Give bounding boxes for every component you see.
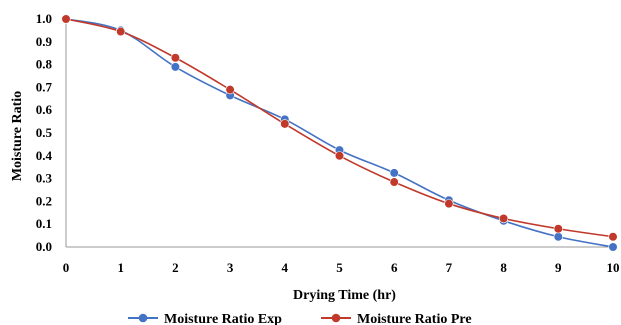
data-point-0 bbox=[608, 242, 618, 252]
x-axis-title: Drying Time (hr) bbox=[293, 288, 396, 303]
legend-item-pre: Moisture Ratio Pre bbox=[321, 312, 472, 325]
data-point-1 bbox=[170, 53, 180, 63]
x-tick-label: 1 bbox=[117, 260, 124, 275]
data-point-0 bbox=[553, 232, 563, 242]
x-tick-label: 0 bbox=[63, 260, 70, 275]
y-tick-label: 0.7 bbox=[36, 79, 53, 94]
x-tick-label: 10 bbox=[607, 260, 620, 275]
y-tick-label: 0.1 bbox=[36, 216, 52, 231]
x-tick-label: 8 bbox=[500, 260, 507, 275]
y-tick-label: 0.2 bbox=[36, 193, 52, 208]
data-point-0 bbox=[170, 62, 180, 72]
legend: Moisture Ratio Exp Moisture Ratio Pre bbox=[128, 312, 472, 325]
x-tick-label: 7 bbox=[446, 260, 453, 275]
data-point-1 bbox=[116, 26, 126, 37]
series-line-0 bbox=[65, 18, 614, 248]
data-point-1 bbox=[499, 213, 509, 224]
y-tick-label: 0.0 bbox=[36, 239, 52, 254]
y-axis-title: Moisture Ratio bbox=[10, 91, 25, 181]
x-tick-label: 4 bbox=[282, 260, 289, 275]
data-point-1 bbox=[225, 85, 235, 95]
data-point-1 bbox=[280, 119, 290, 129]
y-tick-label: 0.6 bbox=[36, 102, 53, 117]
x-tick-label: 9 bbox=[555, 260, 562, 275]
data-point-1 bbox=[61, 14, 71, 24]
axes bbox=[65, 15, 613, 248]
legend-label-exp: Moisture Ratio Exp bbox=[164, 312, 282, 325]
series-line-1 bbox=[65, 18, 614, 238]
y-tick-labels: 0.0 0.1 0.2 0.3 0.4 0.5 0.6 0.7 0.8 0.9 1.0 bbox=[36, 11, 53, 254]
legend-label-pre: Moisture Ratio Pre bbox=[357, 312, 472, 325]
data-point-1 bbox=[389, 177, 399, 187]
y-tick-label: 0.5 bbox=[36, 125, 53, 140]
y-tick-label: 0.4 bbox=[36, 148, 53, 163]
data-point-0 bbox=[389, 168, 399, 178]
x-tick-label: 5 bbox=[336, 260, 343, 275]
data-point-1 bbox=[444, 199, 454, 209]
data-point-1 bbox=[608, 232, 618, 242]
x-tick-label: 2 bbox=[172, 260, 179, 275]
y-tick-label: 1.0 bbox=[36, 11, 52, 26]
y-tick-label: 0.9 bbox=[36, 34, 53, 49]
y-tick-label: 0.8 bbox=[36, 57, 53, 72]
legend-marker-exp bbox=[138, 313, 148, 323]
x-tick-label: 6 bbox=[391, 260, 398, 275]
legend-marker-pre bbox=[331, 313, 341, 323]
data-point-1 bbox=[553, 224, 563, 234]
y-tick-label: 0.3 bbox=[36, 171, 53, 186]
data-point-1 bbox=[334, 151, 345, 161]
legend-item-exp: Moisture Ratio Exp bbox=[128, 312, 282, 325]
x-tick-labels: 0 1 2 3 4 5 6 7 8 9 10 bbox=[63, 260, 620, 275]
x-tick-label: 3 bbox=[227, 260, 234, 275]
series-layer bbox=[61, 14, 618, 252]
